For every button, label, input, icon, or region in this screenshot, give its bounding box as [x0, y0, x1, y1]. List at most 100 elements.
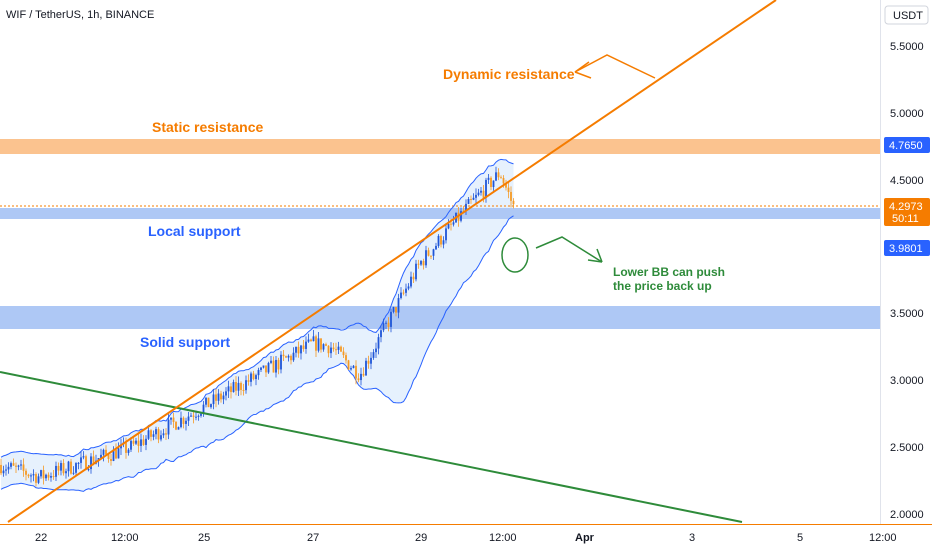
price-tick-5.0: 5.0000 — [890, 108, 924, 120]
candle-body — [297, 346, 300, 354]
candle-body — [275, 359, 277, 373]
candle-body — [92, 456, 95, 464]
local-support-zone — [0, 208, 880, 219]
candle-body — [267, 362, 270, 373]
candle-body — [445, 228, 447, 241]
candle-body — [432, 249, 435, 256]
candle-body — [300, 345, 302, 354]
currency-box[interactable] — [884, 5, 929, 25]
candle-body — [167, 419, 170, 435]
candle-body — [232, 382, 235, 393]
candle-body — [180, 417, 182, 428]
price-tick-4.5: 4.5000 — [890, 175, 924, 187]
candle-body — [62, 463, 65, 474]
candle-body — [30, 475, 32, 477]
candle-body — [40, 470, 42, 477]
candle-body — [480, 190, 482, 193]
candle-body — [155, 429, 157, 435]
time-tick-22: 22 — [35, 532, 47, 544]
candle-body — [352, 365, 355, 369]
time-tick-5: 5 — [797, 532, 803, 544]
candle-body — [47, 474, 50, 478]
candle-body — [152, 434, 155, 437]
time-tick-apr: Apr — [575, 532, 595, 544]
candle-body — [142, 439, 145, 445]
candle-body — [7, 466, 10, 470]
candle-body — [57, 465, 60, 471]
last-price-badge — [884, 198, 930, 226]
dynamic-resistance-label: Dynamic resistance — [443, 66, 575, 82]
candle-body — [222, 395, 225, 400]
candle-body — [375, 348, 377, 353]
candle-body — [317, 338, 320, 351]
candle-body — [192, 415, 195, 417]
candle-body — [420, 261, 422, 265]
bollinger-lower-line — [0, 215, 514, 492]
candle-body — [365, 360, 367, 376]
candle-body — [377, 337, 380, 349]
candle-body — [15, 465, 17, 467]
candle-body — [427, 250, 430, 256]
symbol-title[interactable]: WIF / TetherUS, 1h, BINANCE — [6, 9, 154, 21]
candle-body — [115, 449, 117, 459]
candle-body — [497, 172, 500, 178]
candle-body — [280, 354, 282, 370]
candle-body — [162, 433, 165, 436]
candle-body — [385, 322, 387, 324]
candle-body — [505, 183, 507, 188]
candle-body — [202, 404, 205, 414]
candle-body — [240, 382, 242, 390]
candle-body — [215, 394, 217, 401]
candle-body — [185, 420, 187, 424]
candle-body — [260, 367, 262, 370]
candle-body — [477, 192, 480, 195]
lower-bb-label-line2: the price back up — [613, 279, 712, 293]
candle-body — [107, 454, 110, 460]
candle-body — [217, 393, 220, 401]
candle-body — [70, 461, 72, 474]
candle-body — [485, 179, 487, 198]
candle-body — [150, 430, 152, 437]
green-trendline[interactable] — [0, 371, 743, 523]
candle-body — [397, 298, 400, 313]
candle-body — [182, 417, 185, 424]
candle-body — [277, 359, 280, 370]
candle-body — [425, 250, 427, 266]
candle-body — [0, 464, 2, 474]
candle-body — [65, 471, 67, 474]
candle-body — [467, 198, 470, 204]
candle-body — [417, 263, 420, 265]
candle-body — [77, 462, 80, 464]
candle-body — [250, 373, 252, 382]
candle-body — [145, 438, 147, 445]
candle-body — [252, 373, 255, 380]
candle-body — [255, 375, 257, 380]
static-resistance-label: Static resistance — [152, 119, 263, 135]
price-tick-5.5: 5.5000 — [890, 41, 924, 53]
candle-body — [132, 440, 135, 444]
candle-body — [422, 261, 425, 266]
candle-body — [75, 463, 77, 473]
candle-body — [312, 336, 315, 342]
candle-body — [140, 439, 142, 446]
dynamic-resistance-trendline[interactable] — [7, 0, 777, 523]
candle-body — [507, 187, 510, 192]
candle-body — [360, 373, 362, 381]
candle-body — [460, 211, 462, 221]
candle-body — [237, 382, 240, 391]
candle-body — [52, 476, 55, 478]
candle-body — [387, 322, 390, 327]
candle-body — [415, 263, 417, 280]
candle-body — [210, 404, 212, 408]
lower-band-highlight-circle — [501, 237, 529, 273]
candle-body — [287, 355, 290, 358]
candle-body — [442, 240, 445, 245]
candle-body — [50, 476, 52, 478]
candle-body — [245, 380, 247, 391]
candle-body — [227, 386, 230, 392]
candle-body — [512, 200, 515, 205]
candle-body — [412, 276, 415, 280]
time-tick-1200-b: 12:00 — [489, 532, 517, 544]
